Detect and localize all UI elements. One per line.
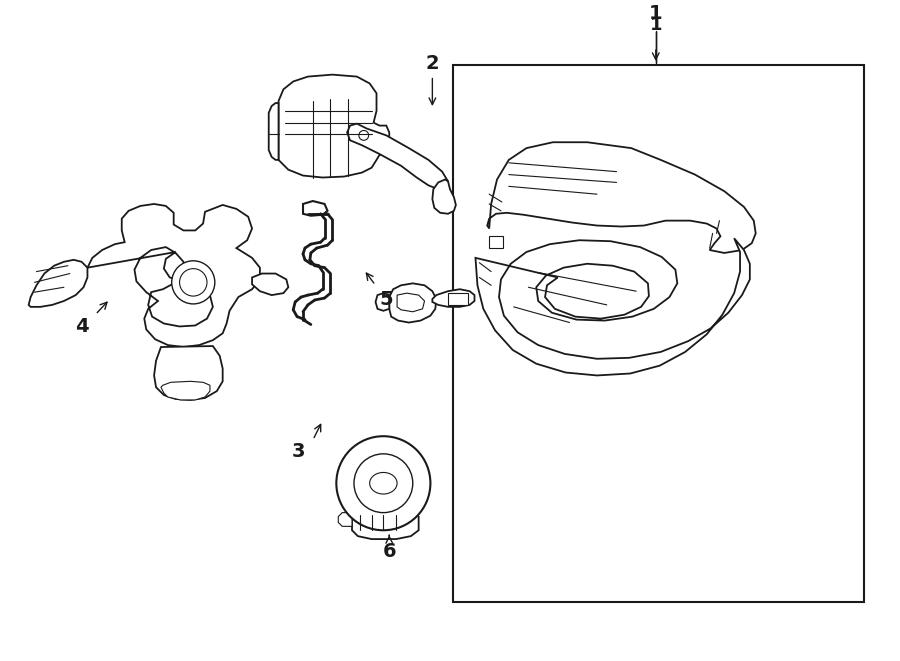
Polygon shape [252, 274, 288, 295]
Circle shape [172, 261, 215, 304]
Text: 3: 3 [292, 442, 305, 461]
Polygon shape [154, 346, 222, 400]
Text: 5: 5 [380, 290, 393, 309]
Circle shape [180, 268, 207, 296]
Polygon shape [490, 237, 503, 248]
Polygon shape [375, 293, 389, 311]
Polygon shape [487, 142, 756, 253]
Polygon shape [432, 290, 474, 307]
Text: 4: 4 [75, 317, 88, 336]
Circle shape [354, 454, 413, 513]
Polygon shape [29, 260, 87, 307]
Polygon shape [475, 238, 750, 375]
Circle shape [337, 436, 430, 530]
Polygon shape [278, 75, 389, 178]
Polygon shape [347, 124, 448, 189]
Polygon shape [161, 381, 210, 400]
Polygon shape [303, 201, 328, 215]
Polygon shape [338, 513, 352, 526]
Polygon shape [389, 284, 436, 323]
Text: 6: 6 [382, 542, 396, 561]
Circle shape [359, 130, 369, 140]
Bar [453, 65, 865, 602]
Polygon shape [397, 293, 425, 312]
Polygon shape [432, 180, 456, 214]
Text: 2: 2 [426, 54, 439, 73]
Text: 1: 1 [650, 16, 662, 34]
Polygon shape [87, 204, 260, 347]
Polygon shape [352, 507, 419, 539]
Text: 1: 1 [649, 4, 662, 22]
Bar [448, 293, 468, 305]
Ellipse shape [370, 473, 397, 494]
Polygon shape [269, 103, 278, 160]
